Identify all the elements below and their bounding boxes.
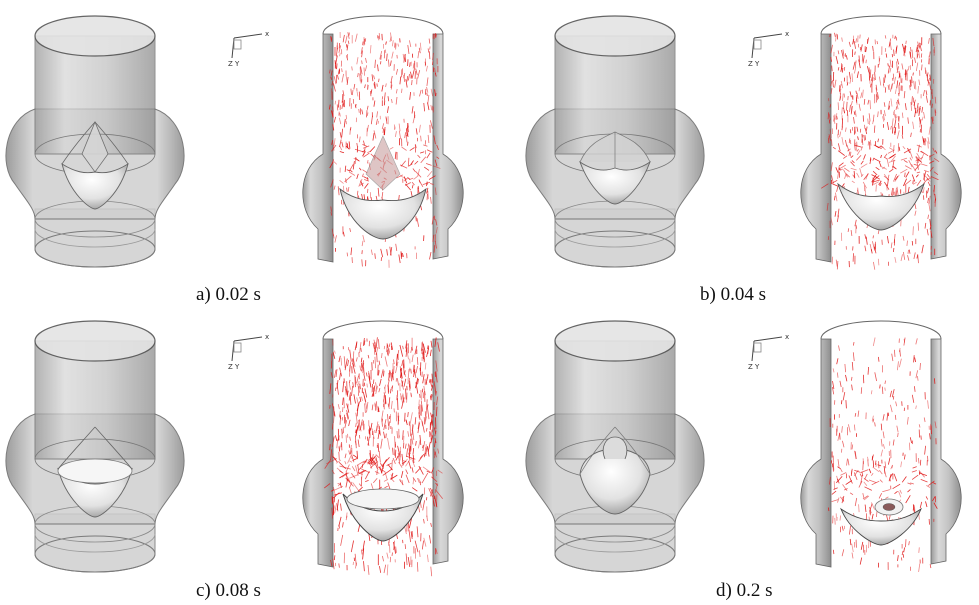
panel-a: a) 0.02 s — [0, 0, 490, 305]
velocity-vector-view — [302, 15, 464, 268]
panel-b: b) 0.04 s — [490, 0, 979, 305]
valve-shell-view — [520, 4, 710, 274]
axis-triad — [227, 332, 270, 372]
valve-shell-view — [520, 309, 710, 579]
velocity-vector-view — [800, 320, 962, 572]
valve-shell-view — [0, 309, 190, 579]
caption-a: a) 0.02 s — [196, 284, 261, 305]
velocity-vector-view — [302, 320, 464, 577]
velocity-vector-view — [800, 15, 962, 270]
caption-d: d) 0.2 s — [716, 580, 773, 601]
caption-c: c) 0.08 s — [196, 580, 261, 601]
axis-triad — [227, 29, 270, 69]
caption-b: b) 0.04 s — [700, 284, 766, 305]
valve-shell-view — [0, 4, 190, 274]
panel-d: d) 0.2 s — [490, 305, 979, 605]
panel-c: c) 0.08 s — [0, 305, 490, 605]
